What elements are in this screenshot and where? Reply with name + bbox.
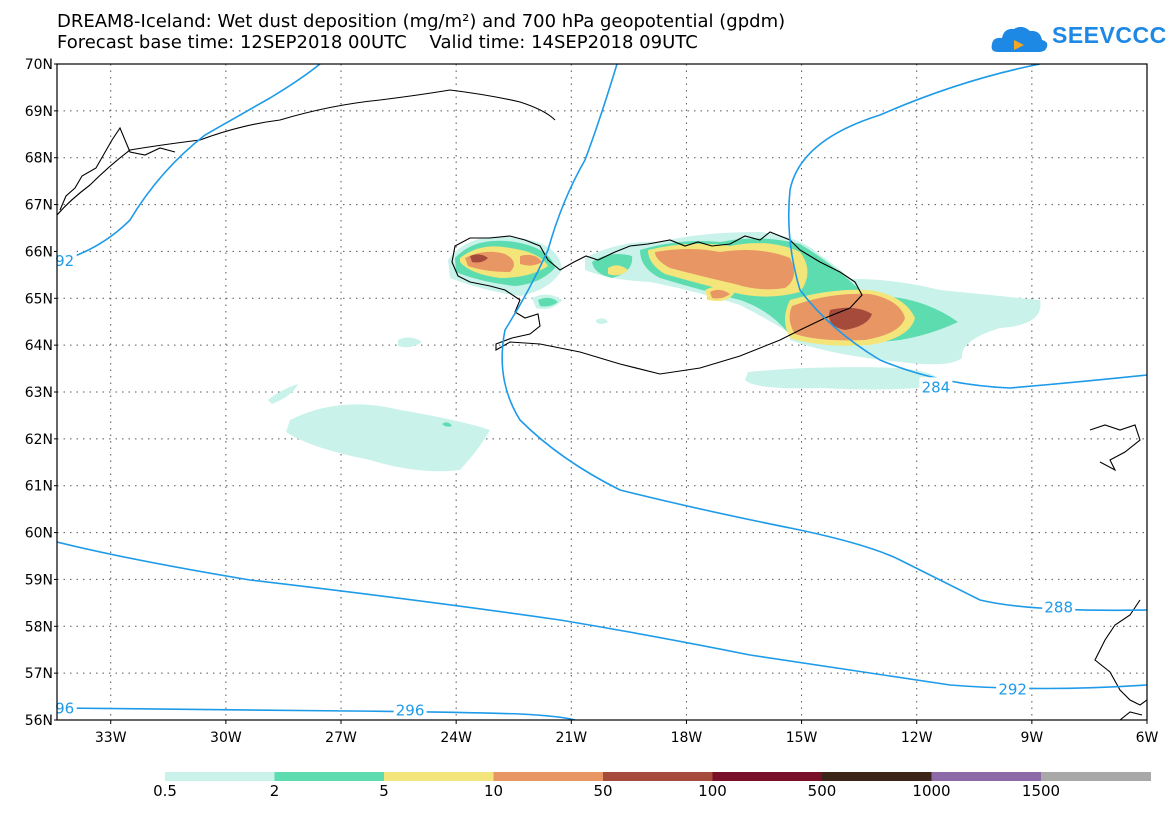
title-line-1: DREAM8-Iceland: Wet dust deposition (mg/… xyxy=(57,11,786,32)
lon-label: 18W xyxy=(671,730,703,746)
lat-label: 61N xyxy=(25,479,53,495)
colorbar-swatch xyxy=(1041,772,1151,781)
colorbar-label: 2 xyxy=(269,782,280,800)
geopotential-contours xyxy=(57,64,1147,720)
colorbar-label: 100 xyxy=(698,782,727,800)
dust-level-0-5 xyxy=(268,384,298,404)
contour-label: 92 xyxy=(55,252,74,270)
dust-level-0-5 xyxy=(596,318,608,324)
lat-label: 67N xyxy=(25,198,53,214)
graticule xyxy=(57,64,1147,720)
lat-label: 68N xyxy=(25,151,53,167)
dust-level-2 xyxy=(538,297,558,307)
lat-label: 58N xyxy=(25,619,53,635)
lon-label: 12W xyxy=(901,730,933,746)
contour-label-bg xyxy=(996,679,1030,698)
lon-label: 6W xyxy=(1136,730,1159,746)
dust-level-10 xyxy=(520,254,542,266)
lat-label: 60N xyxy=(25,526,53,542)
lon-label: 27W xyxy=(325,730,357,746)
dust-level-10 xyxy=(655,249,794,290)
colorbar-swatch xyxy=(493,772,604,781)
contour-labels: 92 284 288 292 96 296 xyxy=(52,250,1076,720)
lon-label: 15W xyxy=(786,730,818,746)
latitude-labels: 70N 69N 68N 67N 66N 65N 64N 63N 62N 61N 60N 59N 58N 5… xyxy=(25,57,57,729)
contour-label: 296 xyxy=(396,702,425,720)
lat-label: 65N xyxy=(25,291,53,307)
colorbar-swatch xyxy=(822,772,932,781)
dust-level-50 xyxy=(829,307,872,330)
colorbar xyxy=(165,772,1151,781)
contour-label-bg xyxy=(919,377,953,396)
contour-label: 288 xyxy=(1044,599,1073,617)
lat-label: 69N xyxy=(25,104,53,120)
map-background xyxy=(57,64,1147,720)
lat-label: 63N xyxy=(25,385,53,401)
dust-level-50 xyxy=(470,254,488,263)
colorbar-label: 50 xyxy=(593,782,613,800)
dust-level-10 xyxy=(710,289,730,299)
lat-label: 66N xyxy=(25,244,53,260)
colorbar-label: 10 xyxy=(483,782,504,800)
dust-deposition-field xyxy=(268,232,1041,472)
lat-label: 56N xyxy=(25,713,53,729)
colorbar-label: 5 xyxy=(379,782,389,800)
lat-label: 70N xyxy=(25,57,53,73)
contour-284 xyxy=(501,64,1147,612)
logo-text: SEEVCCC xyxy=(1052,22,1167,48)
colorbar-label: 1000 xyxy=(912,782,951,800)
colorbar-swatch xyxy=(384,772,494,781)
lon-label: 24W xyxy=(440,730,472,746)
contour-292 xyxy=(57,541,1147,690)
lat-label: 59N xyxy=(25,572,53,588)
colorbar-swatch xyxy=(931,772,1042,781)
lat-label: 57N xyxy=(25,666,53,682)
colorbar-label: 500 xyxy=(807,782,837,800)
dust-level-5 xyxy=(608,265,628,276)
contour-292-upper xyxy=(57,64,321,263)
longitude-labels: 33W 30W 27W 24W 21W 18W 15W 12W 9W 6W xyxy=(95,720,1159,746)
colorbar-swatch xyxy=(603,772,713,781)
contour-296 xyxy=(57,707,576,720)
title-line-2: Forecast base time: 12SEP2018 00UTC Vali… xyxy=(57,32,698,53)
contour-label-bg xyxy=(393,700,427,719)
cloud-logo-icon xyxy=(991,26,1048,52)
lat-label: 64N xyxy=(25,338,53,354)
coastline xyxy=(57,89,1147,720)
contour-label: 284 xyxy=(922,378,951,396)
contour-label-bg xyxy=(52,250,77,269)
contour-label: 292 xyxy=(998,681,1027,699)
colorbar-swatch xyxy=(712,772,823,781)
colorbar-label: 0.5 xyxy=(153,782,177,800)
colorbar-swatch xyxy=(165,772,275,781)
contour-label-bg xyxy=(1042,597,1076,616)
dust-level-0-5 xyxy=(745,367,945,390)
lat-label: 62N xyxy=(25,432,53,448)
dust-level-0-5 xyxy=(398,337,422,348)
dust-level-2 xyxy=(442,422,452,427)
colorbar-swatch xyxy=(274,772,385,781)
contour-284-east xyxy=(787,64,1147,389)
lon-label: 21W xyxy=(555,730,587,746)
lon-label: 9W xyxy=(1020,730,1043,746)
colorbar-label: 1500 xyxy=(1021,782,1061,800)
contour-label-bg xyxy=(52,698,77,717)
lon-label: 30W xyxy=(210,730,242,746)
lon-label: 33W xyxy=(95,730,127,746)
dust-level-0-5 xyxy=(286,404,490,472)
contour-label: 96 xyxy=(55,699,74,717)
